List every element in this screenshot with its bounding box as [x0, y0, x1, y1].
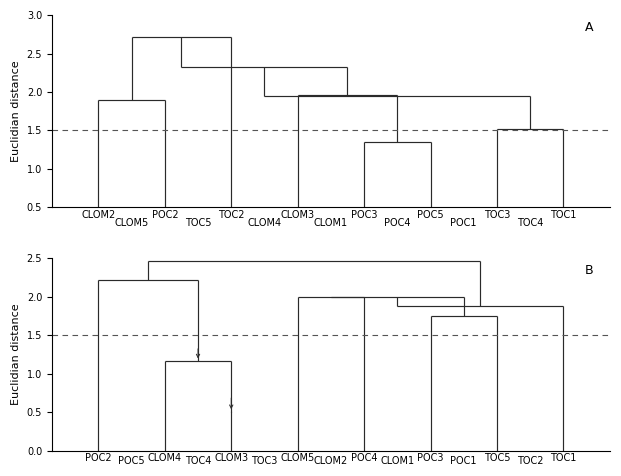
Y-axis label: Euclidian distance: Euclidian distance — [11, 60, 21, 162]
Text: A: A — [584, 21, 593, 34]
Text: POC1: POC1 — [450, 218, 477, 228]
Text: TOC3: TOC3 — [252, 456, 278, 466]
Text: CLOM4: CLOM4 — [247, 218, 281, 228]
Text: CLOM2: CLOM2 — [314, 456, 348, 466]
Text: TOC2: TOC2 — [517, 456, 543, 466]
Text: CLOM5: CLOM5 — [114, 218, 148, 228]
Text: POC5: POC5 — [118, 456, 145, 466]
Text: TOC4: TOC4 — [517, 218, 543, 228]
Text: B: B — [584, 264, 593, 277]
Text: CLOM1: CLOM1 — [314, 218, 348, 228]
Text: POC4: POC4 — [384, 218, 410, 228]
Text: TOC5: TOC5 — [185, 218, 211, 228]
Text: TOC4: TOC4 — [185, 456, 211, 466]
Text: POC1: POC1 — [450, 456, 477, 466]
Text: CLOM1: CLOM1 — [380, 456, 414, 466]
Y-axis label: Euclidian distance: Euclidian distance — [11, 304, 21, 405]
